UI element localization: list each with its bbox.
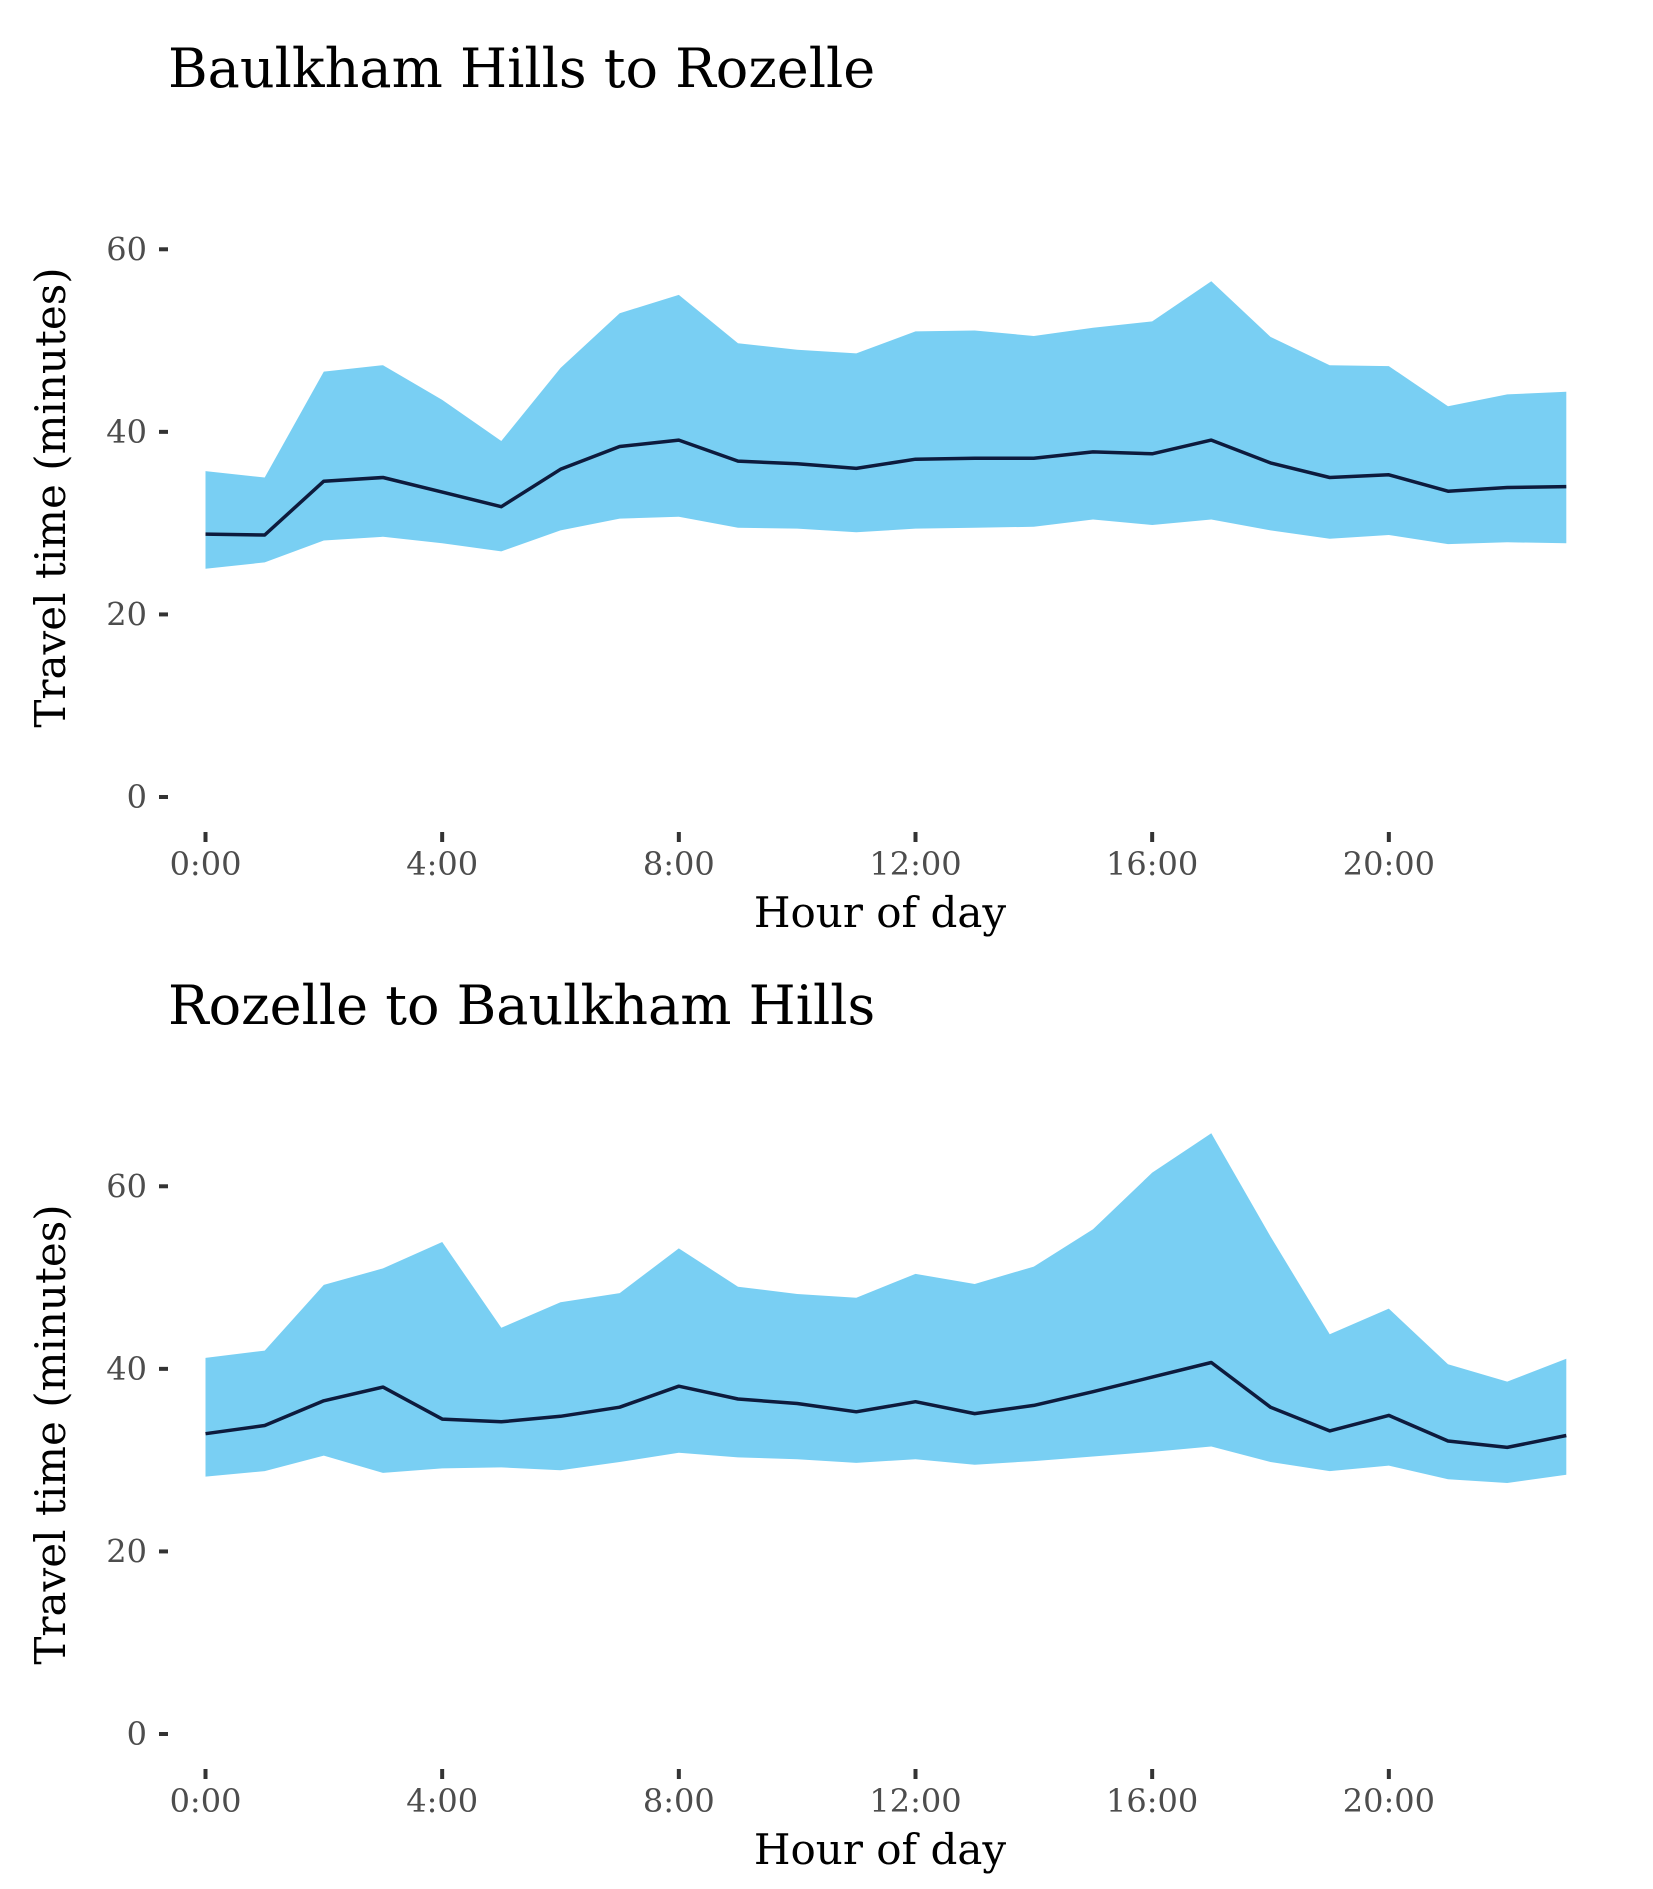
chart-panel-1: Baulkham Hills to Rozelle 0 20 40 60 0:00 4:00…: [26, 37, 1567, 937]
y-tick-label: 60: [106, 230, 147, 268]
x-tick-label: 4:00: [406, 1782, 478, 1820]
x-tick-label: 16:00: [1106, 1782, 1198, 1820]
x-tick-label: 0:00: [170, 1782, 242, 1820]
x-tick-label: 20:00: [1343, 1782, 1435, 1820]
chart-panel-2: Rozelle to Baulkham Hills 0 20 40 60 0:00 4:00…: [26, 974, 1567, 1874]
chart-title: Baulkham Hills to Rozelle: [168, 37, 875, 100]
x-tick-label: 12:00: [869, 845, 961, 883]
x-tick-label: 12:00: [869, 1782, 961, 1820]
x-axis-title: Hour of day: [754, 1825, 1006, 1874]
y-tick-label: 0: [127, 1715, 147, 1753]
travel-time-range-band: [205, 1133, 1567, 1483]
chart-title: Rozelle to Baulkham Hills: [168, 974, 875, 1037]
y-tick-label: 20: [106, 1532, 147, 1570]
median-travel-time-line: [205, 1360, 1567, 1450]
x-tick-label: 20:00: [1343, 845, 1435, 883]
y-tick-label: 40: [106, 1350, 147, 1388]
y-axis-title: Travel time (minutes): [26, 267, 75, 727]
y-tick-label: 0: [127, 778, 147, 816]
y-tick-label: 40: [106, 413, 147, 451]
x-tick-label: 8:00: [643, 1782, 715, 1820]
x-axis-title: Hour of day: [754, 888, 1006, 937]
x-tick-label: 8:00: [643, 845, 715, 883]
travel-time-range-band: [205, 281, 1567, 569]
median-travel-time-line: [205, 438, 1567, 537]
x-tick-label: 0:00: [170, 845, 242, 883]
y-tick-label: 20: [106, 595, 147, 633]
y-axis-title: Travel time (minutes): [26, 1204, 75, 1664]
y-tick-label: 60: [106, 1167, 147, 1205]
x-tick-label: 16:00: [1106, 845, 1198, 883]
x-tick-label: 4:00: [406, 845, 478, 883]
